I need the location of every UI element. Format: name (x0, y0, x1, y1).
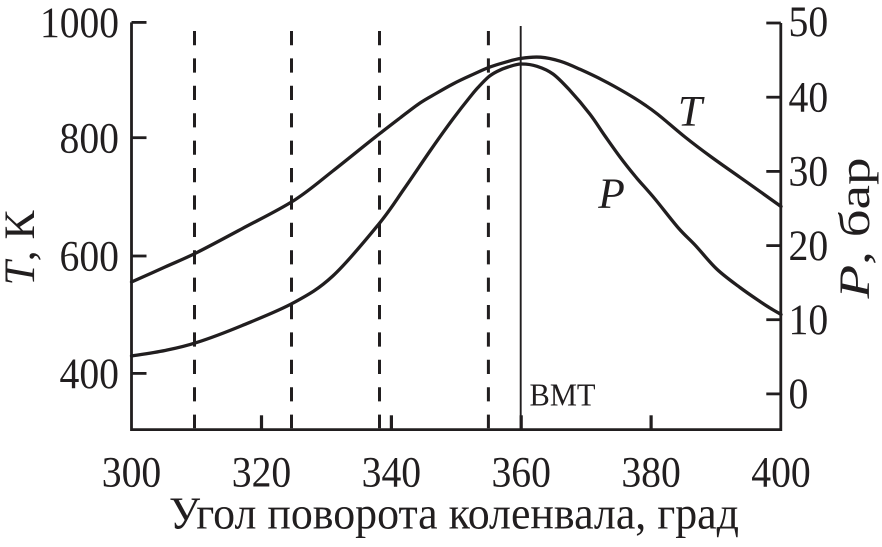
svg-text:P, бар: P, бар (831, 158, 879, 300)
svg-text:T, К: T, К (0, 210, 44, 286)
svg-text:ВМТ: ВМТ (530, 378, 596, 413)
svg-text:360: 360 (491, 448, 551, 496)
svg-text:P: P (597, 170, 625, 218)
svg-text:30: 30 (789, 148, 829, 196)
svg-text:400: 400 (60, 350, 120, 398)
svg-text:380: 380 (621, 448, 681, 496)
svg-text:0: 0 (789, 370, 809, 418)
svg-text:40: 40 (789, 73, 829, 121)
svg-text:Угол поворота коленвала, град: Угол поворота коленвала, град (169, 487, 739, 538)
svg-text:600: 600 (60, 233, 120, 281)
svg-text:800: 800 (60, 114, 120, 162)
svg-text:300: 300 (102, 448, 162, 496)
svg-text:50: 50 (789, 0, 829, 46)
svg-text:T: T (678, 88, 705, 136)
svg-text:400: 400 (751, 448, 811, 496)
svg-text:340: 340 (362, 448, 422, 496)
svg-text:10: 10 (789, 296, 829, 344)
svg-text:20: 20 (789, 222, 829, 270)
svg-text:1000: 1000 (40, 0, 119, 47)
svg-text:320: 320 (232, 448, 292, 496)
